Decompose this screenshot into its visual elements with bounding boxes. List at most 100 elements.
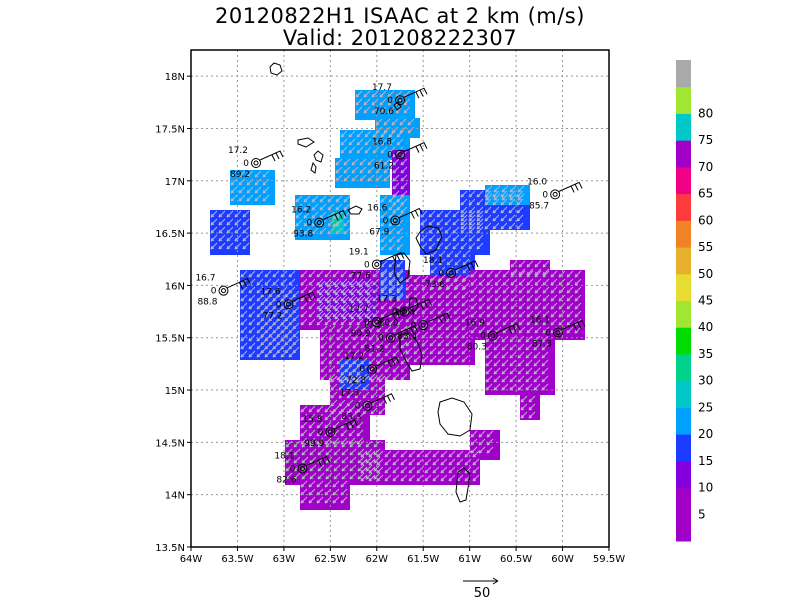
lat-tick-label: 18N	[165, 72, 185, 83]
svg-text:19.1: 19.1	[349, 247, 369, 257]
reference-vector-label: 50	[474, 586, 491, 600]
colorbar-label: 45	[698, 294, 713, 308]
svg-text:17.4: 17.4	[395, 308, 415, 318]
dropsonde-marker: 16.1 087.3	[530, 316, 586, 350]
svg-text:70.6: 70.6	[374, 107, 394, 117]
lon-tick-label: 60W	[551, 554, 574, 565]
svg-text:16.6: 16.6	[367, 204, 387, 214]
svg-text:0: 0	[359, 365, 365, 375]
lat-tick-label: 14.5N	[155, 438, 185, 449]
dropsonde-marker: 16.8 061.2	[372, 138, 428, 172]
svg-text:0: 0	[545, 329, 551, 339]
colorbar-label: 70	[698, 160, 713, 174]
island-outline	[393, 252, 411, 284]
dropsonde-marker: 15.8 099.9	[302, 415, 358, 449]
colorbar-swatch	[676, 86, 691, 114]
map-title: 20120822H1 ISAAC at 2 km (m/s)	[215, 4, 585, 28]
dropsonde-marker: 17.2 072.8	[344, 352, 400, 386]
svg-text:17.3: 17.3	[377, 295, 397, 305]
colorbar-label: 10	[698, 481, 713, 495]
svg-text:18.1: 18.1	[423, 256, 443, 266]
lat-tick-label: 15N	[165, 386, 185, 397]
svg-text:16.9: 16.9	[465, 319, 485, 329]
island-outline	[310, 161, 317, 174]
colorbar-swatch	[676, 380, 691, 408]
colorbar-swatch	[676, 460, 691, 489]
dropsonde-marker: 18.1 073.6	[423, 256, 479, 290]
dropsonde-marker: 17.2 089.2	[228, 146, 284, 180]
map-frame	[190, 49, 610, 548]
lon-tick-label: 60.5W	[500, 554, 532, 565]
island-outline	[408, 297, 419, 313]
colorbar-label: 50	[698, 267, 713, 281]
svg-text:16.7: 16.7	[195, 274, 215, 284]
island-outline	[297, 137, 315, 148]
colorbar-label: 65	[698, 187, 713, 201]
lon-tick-label: 63W	[273, 554, 296, 565]
dropsonde-marker: 16.2 093.8	[291, 206, 347, 240]
svg-text:0: 0	[480, 332, 486, 342]
island-outline	[399, 332, 423, 372]
dropsonde-marker: 16.6 067.9	[367, 204, 423, 238]
svg-text:0: 0	[542, 190, 548, 200]
svg-text:0: 0	[290, 465, 296, 475]
svg-text:80.0: 80.0	[379, 319, 399, 329]
svg-text:17.7: 17.7	[349, 305, 369, 315]
svg-text:17.2: 17.2	[363, 321, 383, 331]
colorbar-label: 40	[698, 320, 713, 334]
dropsonde-marker: 17.3 080.0	[377, 295, 433, 329]
colorbar-label: 55	[698, 240, 713, 254]
svg-text:0: 0	[318, 428, 324, 438]
svg-text:17.7: 17.7	[372, 83, 392, 93]
svg-text:87.3: 87.3	[532, 340, 552, 350]
lat-tick-label: 15.5N	[155, 334, 185, 345]
island-outline	[437, 397, 473, 437]
svg-text:0: 0	[438, 269, 444, 279]
svg-text:0: 0	[364, 318, 370, 328]
svg-text:73.6: 73.6	[425, 280, 445, 290]
svg-text:77.2: 77.2	[262, 311, 282, 321]
svg-text:0: 0	[276, 300, 282, 310]
colorbar-swatch	[676, 353, 691, 382]
svg-text:18.1: 18.1	[274, 452, 294, 462]
colorbar-label: 5	[698, 507, 706, 521]
colorbar: 5 10 15 20 25 30 35 40 45 50 55 60 65 70 75 80	[676, 60, 713, 542]
valid-time: Valid: 201208222307	[282, 26, 518, 50]
colorbar-swatch	[676, 327, 691, 355]
colorbar-label: 30	[698, 374, 713, 388]
colorbar-swatch	[676, 300, 691, 328]
colorbar-swatch	[676, 273, 691, 301]
colorbar-swatch	[676, 487, 691, 515]
lon-tick-label: 62W	[365, 554, 388, 565]
svg-text:67.9: 67.9	[369, 228, 389, 238]
dropsonde-marker: 16.7 088.8	[195, 274, 251, 308]
lat-tick-label: 17.5N	[155, 124, 185, 135]
svg-text:15.8: 15.8	[302, 415, 322, 425]
dropsonde-marker: 17.3 083.3	[339, 389, 395, 423]
island-outline	[269, 62, 283, 76]
svg-text:90.9: 90.9	[351, 329, 371, 339]
svg-text:16.0: 16.0	[527, 177, 547, 187]
colorbar-swatch	[676, 407, 691, 435]
colorbar-swatch	[676, 166, 691, 195]
dropsonde-marker: 17.6 077.2	[260, 287, 316, 321]
svg-text:16.1: 16.1	[530, 316, 550, 326]
svg-text:80.3: 80.3	[467, 343, 487, 353]
lon-tick-label: 61W	[458, 554, 481, 565]
lon-tick-label: 62.5W	[314, 554, 346, 565]
svg-text:17.2: 17.2	[228, 146, 248, 156]
colorbar-swatch	[676, 514, 691, 542]
svg-text:17.6: 17.6	[260, 287, 280, 297]
reference-vector: 50	[463, 577, 499, 600]
colorbar-label: 20	[698, 427, 713, 441]
island-outline	[455, 467, 471, 503]
svg-text:0: 0	[355, 402, 361, 412]
colorbar-swatch	[676, 60, 691, 88]
lat-tick-label: 17N	[165, 177, 185, 188]
lat-tick-label: 16N	[165, 281, 185, 292]
colorbar-label: 75	[698, 133, 713, 147]
svg-text:16.8: 16.8	[372, 138, 392, 148]
dropsonde-marker: 17.7 070.6	[372, 83, 428, 117]
svg-text:61.2: 61.2	[374, 162, 394, 172]
dropsonde-marker: 19.1 077.6	[349, 247, 405, 281]
